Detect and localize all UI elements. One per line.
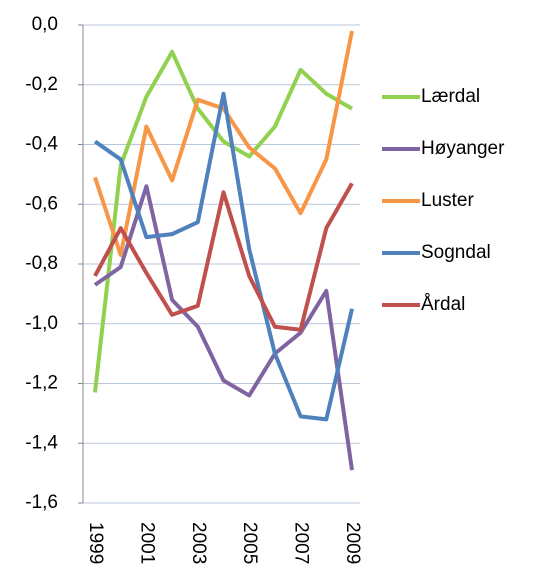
- line: [93, 182, 354, 332]
- x-tick-label: 1999: [85, 522, 106, 564]
- y-tick-label: -0,8: [25, 253, 58, 274]
- x-tick-label: 2001: [136, 522, 157, 564]
- y-tick-label: -0,6: [25, 193, 58, 214]
- x-tick-label: 2003: [188, 522, 209, 564]
- legend-label: Luster: [421, 190, 474, 211]
- y-tick-label: -1,6: [25, 492, 58, 513]
- y-tick-label: -0,4: [25, 134, 58, 155]
- line: [93, 49, 354, 393]
- line: [93, 30, 354, 258]
- x-tick-label: 2005: [239, 522, 260, 564]
- line: [93, 91, 354, 422]
- legend-label: Årdal: [421, 294, 465, 315]
- x-tick-label: 2009: [342, 522, 363, 564]
- y-tick-label: -1,2: [25, 373, 58, 394]
- line: [93, 184, 354, 471]
- x-tick-label: 2007: [291, 522, 312, 564]
- y-tick-label: -0,2: [25, 74, 58, 95]
- legend-label: Høyanger: [421, 138, 505, 159]
- legend-label: Lærdal: [421, 86, 480, 107]
- y-tick-label: 0,0: [32, 14, 58, 35]
- y-tick-label: -1,4: [25, 432, 58, 453]
- y-tick-label: -1,0: [25, 313, 58, 334]
- legend-label: Sogndal: [421, 242, 491, 263]
